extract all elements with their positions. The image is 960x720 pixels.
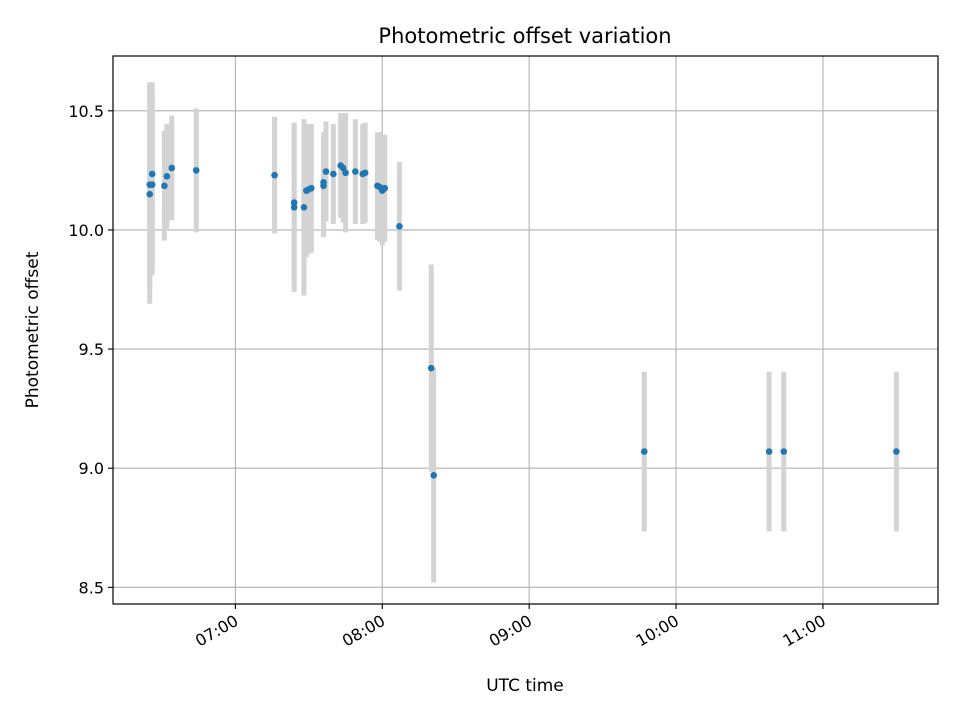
chart-title: Photometric offset variation — [378, 24, 671, 48]
data-point — [168, 164, 176, 172]
data-point — [307, 184, 315, 192]
y-tick-label: 10.0 — [68, 221, 104, 240]
y-axis: 8.5 9.0 9.5 10.0 10.5 — [68, 102, 113, 597]
y-axis-title: Photometric offset — [23, 251, 43, 408]
data-point — [290, 203, 298, 211]
data-point — [342, 169, 349, 177]
data-point — [765, 448, 773, 455]
data-point — [396, 223, 403, 230]
data-point — [148, 170, 156, 178]
x-axis: 07:00 08:00 09:00 10:00 11:00 — [192, 604, 829, 651]
data-point — [427, 364, 435, 372]
x-tick-label: 11:00 — [780, 611, 829, 651]
data-point — [780, 448, 788, 455]
data-point — [148, 181, 156, 188]
x-tick-label: 10:00 — [633, 611, 682, 651]
data-point — [146, 190, 154, 198]
x-tick-label: 09:00 — [486, 611, 535, 651]
data-point — [893, 448, 900, 455]
y-tick-label: 8.5 — [79, 578, 104, 597]
x-axis-title: UTC time — [486, 676, 564, 696]
data-point — [322, 168, 330, 175]
data-point — [192, 167, 200, 174]
error-bars — [147, 82, 899, 583]
data-point — [330, 170, 337, 178]
data-point — [161, 182, 168, 190]
x-tick-label: 08:00 — [339, 611, 388, 651]
x-tick-label: 07:00 — [192, 611, 241, 651]
data-point — [300, 203, 308, 211]
y-tick-label: 9.5 — [79, 340, 104, 359]
data-point — [290, 199, 298, 206]
data-point — [320, 178, 327, 186]
plot-area — [112, 55, 939, 605]
data-point — [352, 168, 359, 175]
data-points — [146, 162, 900, 479]
data-point — [361, 169, 369, 177]
data-point — [381, 184, 389, 192]
grid — [113, 56, 938, 604]
data-point — [271, 171, 278, 179]
data-point — [430, 472, 437, 479]
y-tick-label: 10.5 — [68, 102, 104, 121]
y-tick-label: 9.0 — [79, 459, 104, 478]
data-point — [163, 173, 171, 180]
data-point — [640, 448, 648, 455]
